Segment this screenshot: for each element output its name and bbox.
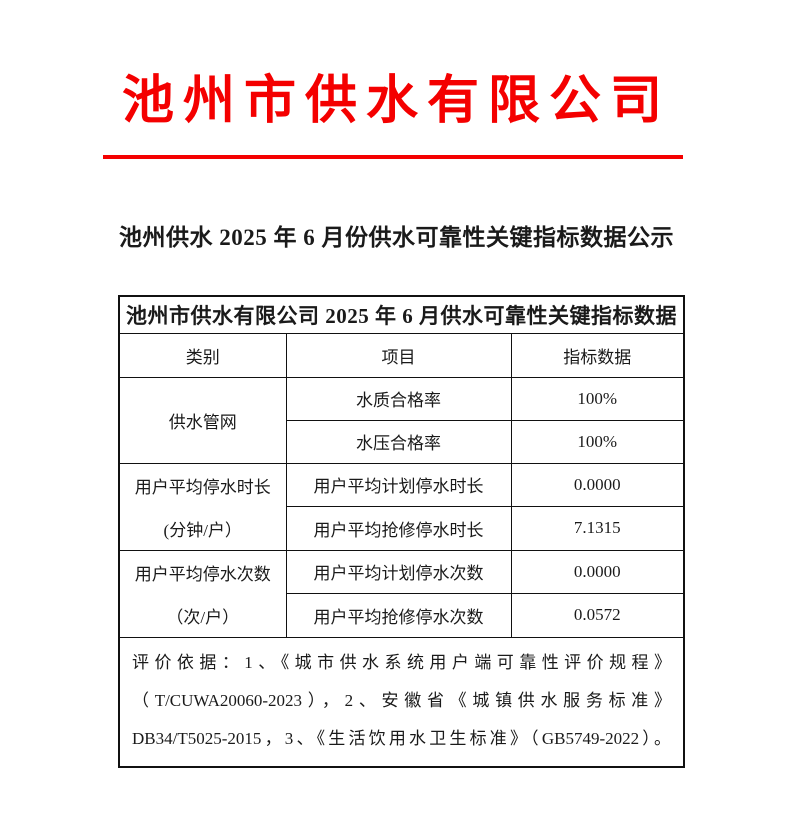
item-cell: 用户平均抢修停水时长 [285, 506, 512, 551]
column-header-category: 类别 [118, 332, 287, 378]
table-title: 池州市供水有限公司 2025 年 6 月供水可靠性关键指标数据 [118, 295, 685, 334]
company-letterhead: 池州市供水有限公司 [121, 73, 671, 130]
category-unit: (分钟/户） [163, 520, 242, 540]
value-cell: 0.0000 [510, 462, 685, 507]
table-row: 水压合格率 100% [119, 419, 685, 464]
value-cell: 0.0572 [510, 593, 685, 638]
value-cell: 7.1315 [510, 506, 685, 551]
evaluation-basis-row: 评价依据：1、《城市供水系统用户端可靠性评价规程》 （T/CUWA20060-2… [118, 636, 685, 767]
table-row: 供水管网 水质合格率 100% [118, 376, 685, 464]
evaluation-basis-cell: 评价依据：1、《城市供水系统用户端可靠性评价规程》 （T/CUWA20060-2… [118, 636, 685, 767]
category-unit: （次/户） [166, 607, 240, 627]
item-cell: 水压合格率 [285, 419, 512, 464]
item-cell: 水质合格率 [285, 376, 512, 421]
table-row: 用户平均停水时长 (分钟/户） 用户平均计划停水时长 0.0000 [118, 462, 685, 551]
category-label: 用户平均停水时长 [134, 477, 271, 497]
category-label: 用户平均停水次数 [134, 564, 271, 584]
item-cell: 用户平均计划停水时长 [285, 462, 512, 507]
note-line-1: 评价依据：1、《城市供水系统用户端可靠性评价规程》 [132, 652, 671, 672]
column-header-value: 指标数据 [510, 332, 685, 378]
table-row: 用户平均抢修停水次数 0.0572 [119, 593, 685, 638]
category-cell-pipeline: 供水管网 [118, 376, 287, 464]
letterhead-divider-line [103, 155, 683, 159]
table-header-row: 类别 项目 指标数据 [118, 332, 685, 378]
note-line-2: （T/CUWA20060-2023），2、安徽省《城镇供水服务标准》 [132, 690, 671, 710]
category-cell-outage-count: 用户平均停水次数 （次/户） [118, 549, 287, 638]
indicator-table: 池州市供水有限公司 2025 年 6 月供水可靠性关键指标数据 类别 项目 指标… [118, 295, 685, 768]
table-title-row: 池州市供水有限公司 2025 年 6 月供水可靠性关键指标数据 [118, 295, 685, 334]
column-header-item: 项目 [285, 332, 512, 378]
item-cell: 用户平均抢修停水次数 [285, 593, 512, 638]
document-title: 池州供水 2025 年 6 月份供水可靠性关键指标数据公示 [119, 225, 674, 250]
table-row: 用户平均抢修停水时长 7.1315 [119, 506, 685, 551]
value-cell: 100% [510, 419, 685, 464]
value-cell: 0.0000 [510, 549, 685, 594]
value-cell: 100% [510, 376, 685, 421]
category-cell-outage-duration: 用户平均停水时长 (分钟/户） [118, 462, 287, 551]
note-line-3: DB34/T5025-2015，3、《生活饮用水卫生标准》（GB5749-202… [132, 728, 671, 748]
table-row: 用户平均停水次数 （次/户） 用户平均计划停水次数 0.0000 [118, 549, 685, 638]
indicator-table-container: 池州市供水有限公司 2025 年 6 月供水可靠性关键指标数据 类别 项目 指标… [118, 295, 685, 768]
item-cell: 用户平均计划停水次数 [285, 549, 512, 594]
